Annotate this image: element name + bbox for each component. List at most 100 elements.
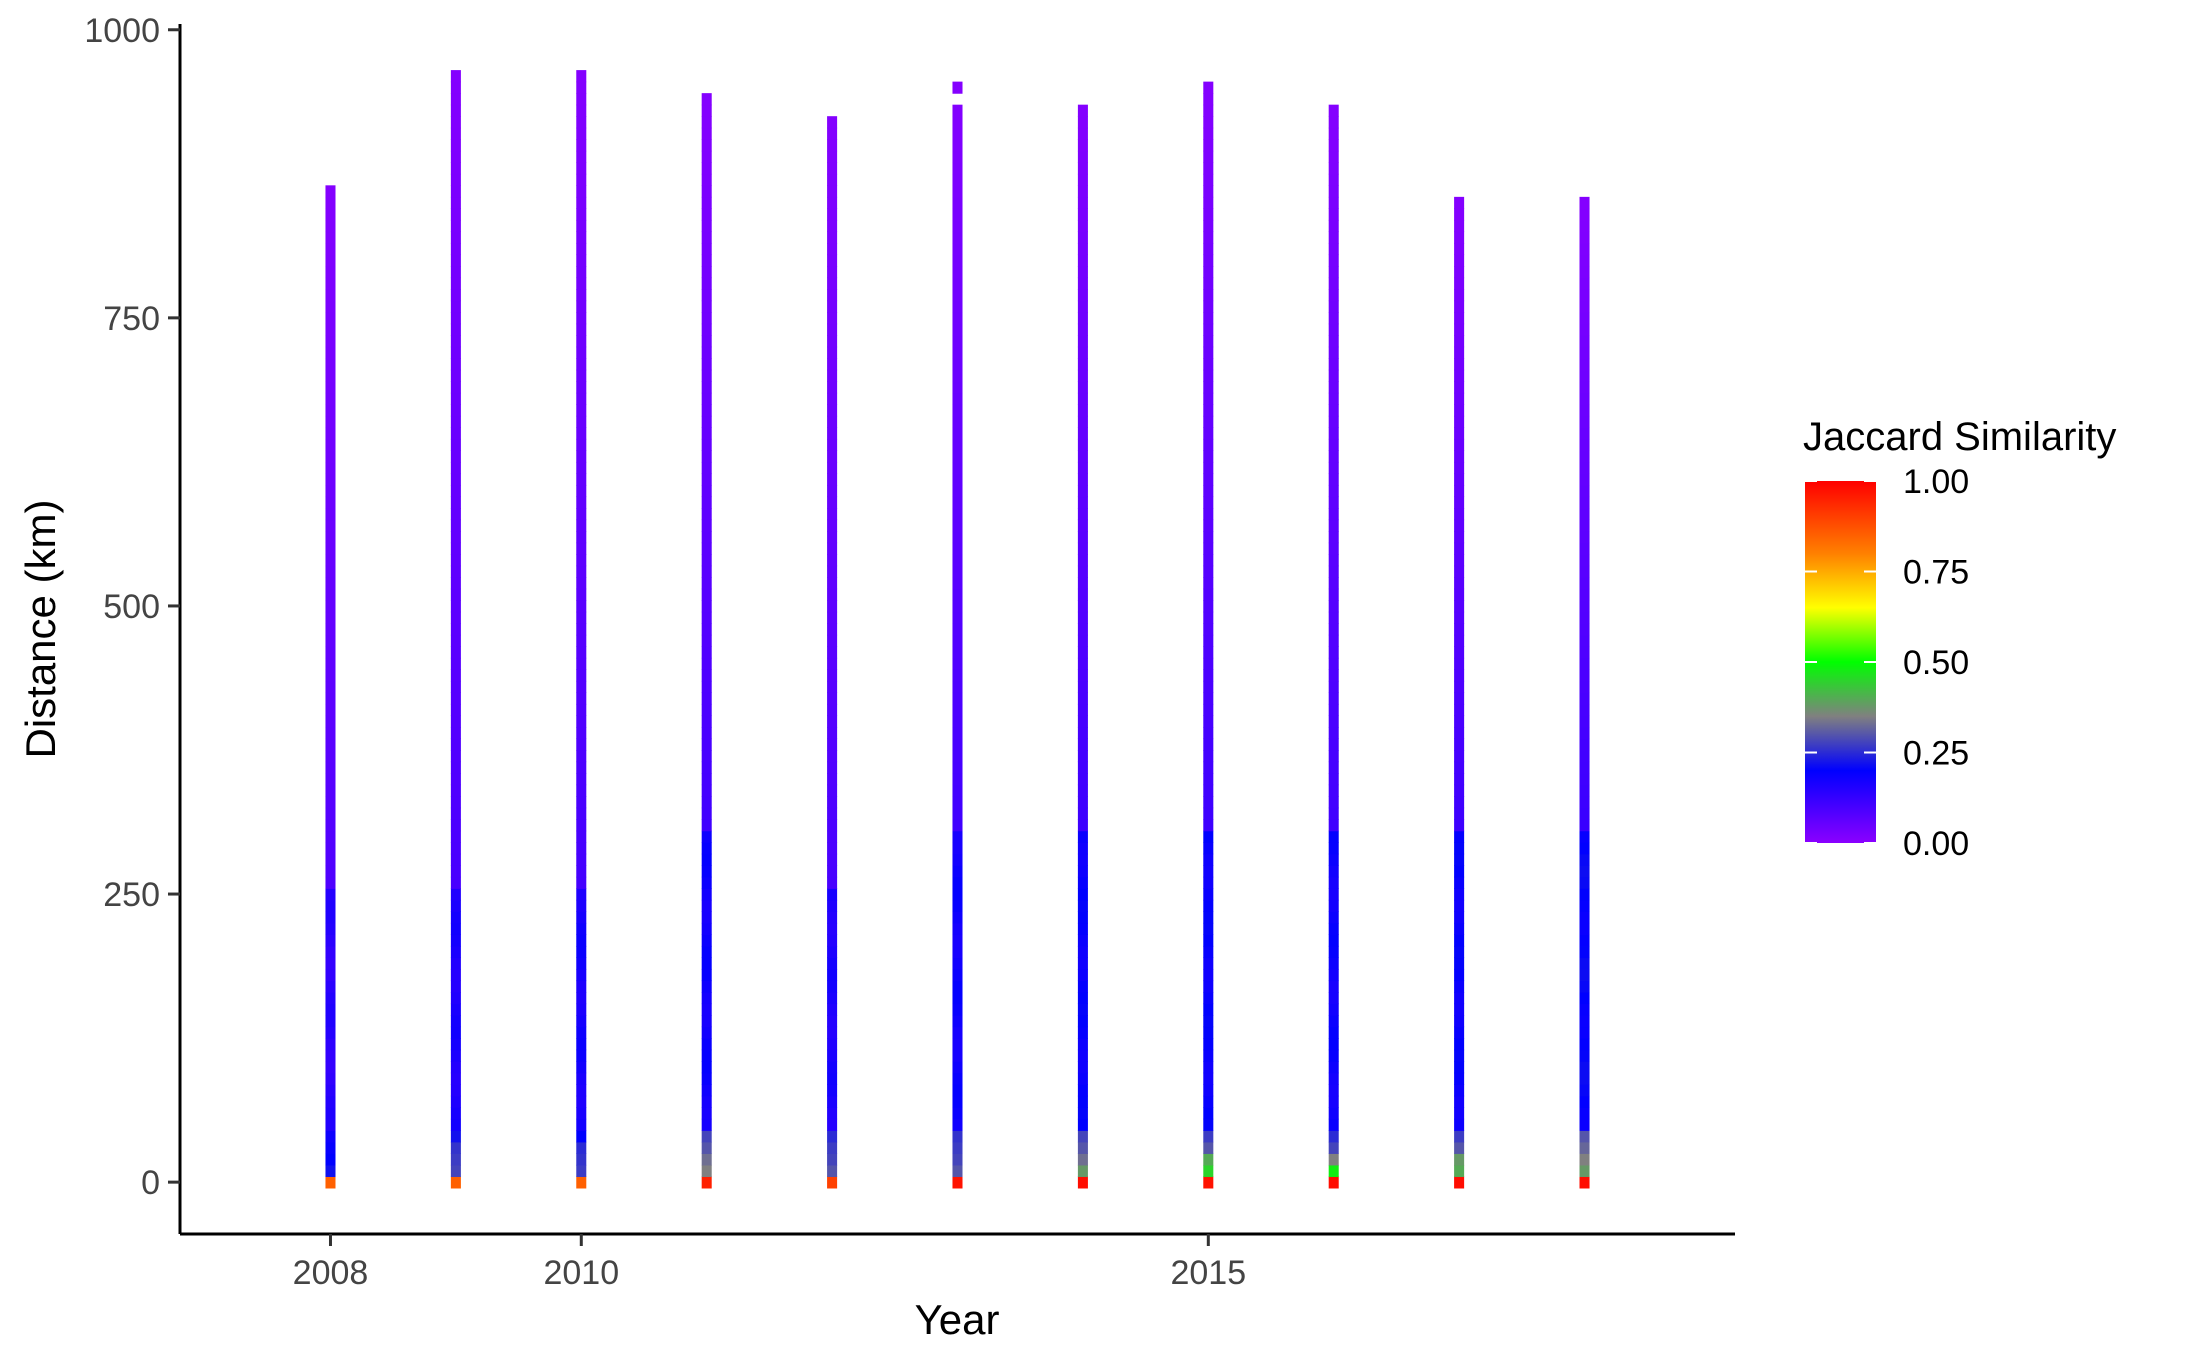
tile <box>1203 588 1214 601</box>
tile <box>1328 911 1339 924</box>
tile <box>1203 392 1214 405</box>
tile <box>1579 231 1590 244</box>
tile <box>450 634 461 647</box>
tile <box>827 600 838 613</box>
tile <box>701 531 712 544</box>
tile <box>576 588 587 601</box>
tile <box>827 680 838 693</box>
tile <box>576 289 587 302</box>
tile <box>952 277 963 290</box>
tile <box>325 1095 336 1108</box>
tile <box>325 392 336 405</box>
tile <box>1328 980 1339 993</box>
tile <box>827 208 838 221</box>
tile <box>1579 1072 1590 1085</box>
tile <box>1077 577 1088 590</box>
tile <box>325 600 336 613</box>
tile <box>450 1118 461 1131</box>
tile <box>1077 623 1088 636</box>
tile <box>1077 392 1088 405</box>
tile <box>450 196 461 209</box>
tile <box>325 242 336 256</box>
tile <box>1077 784 1088 797</box>
tile <box>1579 968 1590 982</box>
tile <box>701 680 712 693</box>
tile <box>1579 819 1590 832</box>
tile <box>952 358 963 371</box>
tile <box>1203 1107 1214 1120</box>
tile <box>701 600 712 613</box>
y-tick-label: 500 <box>103 588 160 626</box>
tile <box>952 392 963 405</box>
tile <box>701 968 712 982</box>
tile <box>1328 277 1339 290</box>
tile <box>1454 358 1465 371</box>
tile <box>1203 750 1214 763</box>
tile <box>1579 358 1590 371</box>
tile <box>325 1015 336 1028</box>
tile <box>952 1049 963 1062</box>
tile <box>1579 554 1590 567</box>
tile <box>952 496 963 509</box>
tile <box>325 853 336 866</box>
tile <box>827 888 838 901</box>
tile <box>450 623 461 636</box>
tile <box>1077 254 1088 267</box>
tile <box>952 231 963 244</box>
tile <box>952 1118 963 1131</box>
tile <box>1328 1015 1339 1028</box>
tile <box>1454 1049 1465 1062</box>
tile <box>450 1038 461 1051</box>
tile <box>450 277 461 290</box>
tile <box>1579 1084 1590 1097</box>
tile <box>827 461 838 475</box>
tile <box>1454 1026 1465 1039</box>
tile <box>1328 415 1339 428</box>
tile <box>1328 819 1339 832</box>
tile <box>827 196 838 209</box>
tile <box>325 968 336 982</box>
tile <box>1077 819 1088 832</box>
tile <box>952 266 963 279</box>
tile <box>325 761 336 774</box>
tile-column-2018 <box>1579 196 1590 1189</box>
tile <box>1077 162 1088 175</box>
tile <box>701 1118 712 1131</box>
tile <box>450 242 461 256</box>
tile <box>1203 461 1214 475</box>
tile <box>450 1026 461 1039</box>
tile <box>1579 680 1590 693</box>
tile <box>827 761 838 774</box>
tile <box>1579 266 1590 279</box>
tile <box>1203 381 1214 394</box>
tile <box>450 173 461 186</box>
tile <box>701 1153 712 1166</box>
tile <box>1328 853 1339 866</box>
tile <box>325 1164 336 1177</box>
tile <box>701 634 712 647</box>
tile <box>576 646 587 659</box>
tile <box>1077 1061 1088 1074</box>
tile <box>827 381 838 394</box>
tile <box>325 381 336 394</box>
tile <box>827 634 838 647</box>
tile <box>576 461 587 475</box>
tile <box>1203 1026 1214 1039</box>
tile <box>576 70 587 83</box>
tile <box>701 657 712 670</box>
tile <box>952 830 963 843</box>
tile <box>1454 208 1465 221</box>
tile-column-2010 <box>576 70 587 1189</box>
tile <box>576 888 587 901</box>
tile <box>325 323 336 336</box>
tile <box>1203 634 1214 647</box>
tile <box>1454 369 1465 382</box>
tile <box>576 1049 587 1062</box>
tile <box>1454 392 1465 405</box>
tile <box>450 358 461 371</box>
tile <box>952 1026 963 1039</box>
tile <box>1328 219 1339 233</box>
tile <box>1077 750 1088 763</box>
tile <box>325 1072 336 1085</box>
tile <box>827 968 838 982</box>
